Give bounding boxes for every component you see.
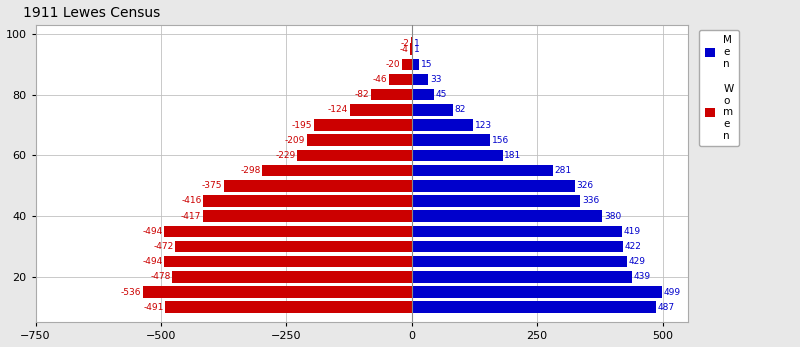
Bar: [370, 89, 412, 101]
Legend: M
e
n, W
o
m
e
n: M e n, W o m e n: [699, 30, 738, 146]
Text: 1: 1: [414, 39, 419, 48]
Bar: [389, 74, 412, 85]
Text: -472: -472: [154, 242, 174, 251]
Text: 1: 1: [414, 45, 419, 54]
Bar: [412, 256, 627, 268]
Bar: [412, 195, 580, 207]
Text: 487: 487: [658, 303, 674, 312]
Text: -478: -478: [150, 272, 170, 281]
Text: 336: 336: [582, 196, 599, 205]
Bar: [412, 59, 419, 70]
Text: -4: -4: [399, 45, 408, 54]
Text: -124: -124: [328, 105, 348, 115]
Text: -494: -494: [142, 257, 162, 266]
Text: -82: -82: [354, 90, 369, 99]
Bar: [412, 165, 553, 176]
Text: 45: 45: [436, 90, 447, 99]
Text: -298: -298: [241, 166, 261, 175]
Bar: [307, 135, 412, 146]
Text: 422: 422: [625, 242, 642, 251]
Bar: [202, 210, 412, 222]
Bar: [262, 165, 412, 176]
Bar: [203, 195, 412, 207]
Bar: [164, 256, 412, 268]
Text: 156: 156: [491, 136, 509, 145]
Bar: [297, 150, 412, 161]
Bar: [410, 37, 412, 49]
Text: -229: -229: [275, 151, 295, 160]
Text: -494: -494: [142, 227, 162, 236]
Text: 15: 15: [421, 60, 432, 69]
Bar: [412, 210, 602, 222]
Bar: [412, 119, 474, 131]
Bar: [412, 241, 623, 252]
Text: -46: -46: [373, 75, 387, 84]
Bar: [402, 59, 412, 70]
Bar: [412, 135, 490, 146]
Bar: [314, 119, 412, 131]
Bar: [412, 302, 656, 313]
Bar: [412, 271, 632, 283]
Bar: [143, 286, 412, 298]
Text: 281: 281: [554, 166, 571, 175]
Bar: [166, 302, 412, 313]
Text: 380: 380: [604, 212, 621, 221]
Text: 82: 82: [454, 105, 466, 115]
Bar: [172, 271, 412, 283]
Text: 429: 429: [629, 257, 646, 266]
Text: -209: -209: [285, 136, 306, 145]
Text: -417: -417: [181, 212, 201, 221]
Bar: [164, 226, 412, 237]
Bar: [412, 226, 622, 237]
Text: 1911 Lewes Census: 1911 Lewes Census: [22, 6, 160, 19]
Text: 33: 33: [430, 75, 442, 84]
Text: 419: 419: [623, 227, 641, 236]
Bar: [412, 74, 428, 85]
Bar: [350, 104, 412, 116]
Text: -416: -416: [182, 196, 202, 205]
Bar: [175, 241, 412, 252]
Text: 499: 499: [663, 288, 681, 297]
Text: 123: 123: [475, 120, 492, 129]
Text: 439: 439: [634, 272, 650, 281]
Text: -20: -20: [386, 60, 400, 69]
Bar: [410, 43, 412, 55]
Text: 326: 326: [577, 181, 594, 190]
Text: -536: -536: [121, 288, 142, 297]
Bar: [412, 104, 453, 116]
Bar: [412, 286, 662, 298]
Bar: [412, 180, 575, 192]
Text: -2: -2: [400, 39, 410, 48]
Text: 181: 181: [504, 151, 522, 160]
Bar: [224, 180, 412, 192]
Text: -195: -195: [292, 120, 313, 129]
Text: -491: -491: [144, 303, 164, 312]
Bar: [412, 150, 502, 161]
Text: -375: -375: [202, 181, 222, 190]
Bar: [412, 89, 434, 101]
